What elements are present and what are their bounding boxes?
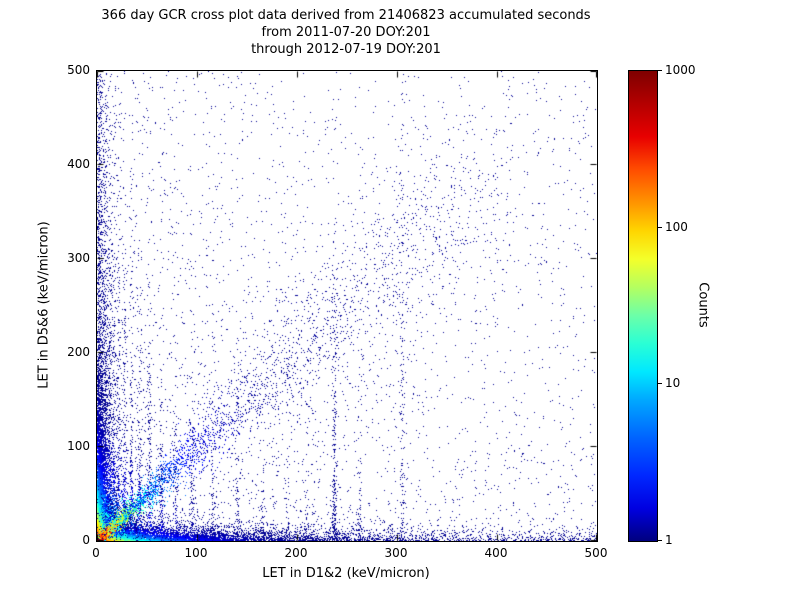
x-tick-label: 200 bbox=[284, 546, 308, 560]
colorbar-tick-label: 1 bbox=[665, 533, 673, 547]
chart-title-line-3: through 2012-07-19 DOY:201 bbox=[251, 42, 441, 57]
colorbar-gradient bbox=[628, 70, 658, 542]
x-axis-label: LET in D1&2 (keV/micron) bbox=[262, 566, 430, 581]
colorbar-label: Counts bbox=[695, 282, 711, 328]
x-tick-label: 400 bbox=[484, 546, 508, 560]
x-tick-label: 100 bbox=[184, 546, 208, 560]
colorbar-tick-mark bbox=[657, 383, 662, 385]
colorbar-tick-label: 100 bbox=[665, 219, 688, 234]
colorbar-tick-label: 10 bbox=[665, 376, 681, 391]
x-tick-label: 300 bbox=[384, 546, 408, 560]
colorbar-tick-mark bbox=[657, 70, 662, 71]
colorbar-tick-label: 1000 bbox=[665, 63, 696, 77]
y-tick-label: 300 bbox=[67, 251, 90, 265]
x-tick-label: 500 bbox=[584, 546, 608, 560]
y-tick-label: 100 bbox=[67, 439, 90, 453]
scatter-plot-canvas bbox=[97, 71, 597, 541]
y-tick-label: 500 bbox=[67, 63, 90, 77]
y-tick-label: 0 bbox=[82, 533, 90, 547]
y-tick-label: 400 bbox=[67, 157, 90, 171]
colorbar-tick-mark bbox=[657, 226, 662, 228]
y-axis-label: LET in D5&6 (keV/micron) bbox=[36, 221, 52, 389]
x-tick-label: 0 bbox=[92, 546, 100, 560]
colorbar-tick-mark bbox=[657, 540, 662, 541]
y-tick-label: 200 bbox=[67, 345, 90, 359]
chart-title-line-1: 366 day GCR cross plot data derived from… bbox=[101, 8, 591, 23]
chart-title-line-2: from 2011-07-20 DOY:201 bbox=[261, 25, 431, 40]
plot-area bbox=[96, 70, 598, 542]
